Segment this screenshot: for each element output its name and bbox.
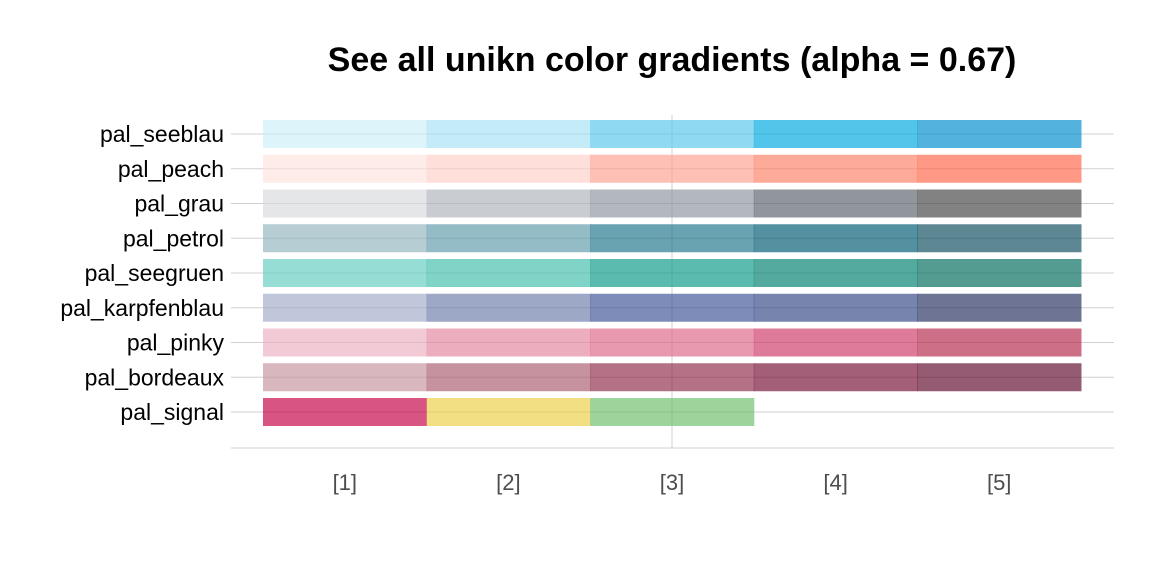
color-swatch-pal_karpfenblau-5 xyxy=(917,293,1082,322)
color-swatch-pal_petrol-1 xyxy=(263,224,428,253)
color-swatch-pal_petrol-3 xyxy=(590,224,755,253)
color-swatch-pal_seegruen-2 xyxy=(426,259,591,287)
y-label-pal_peach: pal_peach xyxy=(118,156,224,182)
color-swatch-pal_pinky-1 xyxy=(263,328,428,357)
color-swatch-pal_grau-1 xyxy=(263,189,428,218)
color-swatch-pal_karpfenblau-1 xyxy=(263,293,428,322)
color-swatch-pal_seegruen-1 xyxy=(263,259,428,287)
color-swatch-pal_pinky-2 xyxy=(426,328,591,357)
x-tick-label-2: [2] xyxy=(496,470,520,495)
color-swatch-pal_seeblau-5 xyxy=(917,120,1082,148)
color-swatch-pal_pinky-4 xyxy=(753,328,918,357)
color-swatch-pal_karpfenblau-2 xyxy=(426,293,591,322)
color-swatch-pal_peach-5 xyxy=(917,154,1082,183)
y-label-pal_petrol: pal_petrol xyxy=(123,225,224,251)
color-swatch-pal_seegruen-3 xyxy=(590,259,755,287)
color-swatch-pal_petrol-5 xyxy=(917,224,1082,253)
color-swatch-pal_seegruen-4 xyxy=(753,259,918,287)
color-swatch-pal_grau-4 xyxy=(753,189,918,218)
color-swatch-pal_bordeaux-2 xyxy=(426,363,591,392)
color-swatch-pal_seeblau-2 xyxy=(426,120,591,148)
color-swatch-pal_signal-2 xyxy=(426,398,591,426)
color-swatch-pal_signal-1 xyxy=(263,398,428,426)
color-swatch-pal_bordeaux-3 xyxy=(590,363,755,392)
color-swatch-pal_seeblau-1 xyxy=(263,120,428,148)
color-swatch-pal_peach-4 xyxy=(753,154,918,183)
y-label-pal_signal: pal_signal xyxy=(120,399,224,425)
color-swatch-pal_bordeaux-1 xyxy=(263,363,428,392)
color-swatch-pal_pinky-3 xyxy=(590,328,755,357)
y-label-pal_karpfenblau: pal_karpfenblau xyxy=(60,295,224,321)
y-label-pal_bordeaux: pal_bordeaux xyxy=(85,364,225,390)
color-swatch-pal_peach-1 xyxy=(263,154,428,183)
color-swatch-pal_seeblau-4 xyxy=(753,120,918,148)
x-tick-label-4: [4] xyxy=(823,470,847,495)
color-swatch-pal_seegruen-5 xyxy=(917,259,1082,287)
x-axis-labels: [1] [2] [3] [4] [5] xyxy=(333,470,1012,495)
color-swatch-pal_grau-3 xyxy=(590,189,755,218)
color-swatch-pal_peach-2 xyxy=(426,154,591,183)
color-swatch-pal_grau-2 xyxy=(426,189,591,218)
color-swatch-pal_karpfenblau-4 xyxy=(753,293,918,322)
y-label-pal_seegruen: pal_seegruen xyxy=(85,260,224,286)
color-swatch-pal_petrol-2 xyxy=(426,224,591,253)
color-swatch-pal_petrol-4 xyxy=(753,224,918,253)
color-swatch-pal_signal-3 xyxy=(590,398,755,426)
color-swatch-pal_peach-3 xyxy=(590,154,755,183)
y-label-pal_grau: pal_grau xyxy=(134,191,224,217)
color-bars xyxy=(263,120,1082,426)
color-swatch-pal_bordeaux-5 xyxy=(917,363,1082,392)
chart-title: See all unikn color gradients (alpha = 0… xyxy=(328,41,1017,79)
color-swatch-pal_bordeaux-4 xyxy=(753,363,918,392)
color-swatch-pal_grau-5 xyxy=(917,189,1082,218)
y-label-pal_seeblau: pal_seeblau xyxy=(100,121,224,147)
color-swatch-pal_seeblau-3 xyxy=(590,120,755,148)
y-axis-labels: pal_seeblau pal_peach pal_grau pal_petrolpa… xyxy=(60,121,224,425)
x-tick-label-3: [3] xyxy=(660,470,684,495)
x-tick-label-5: [5] xyxy=(987,470,1011,495)
y-label-pal_pinky: pal_pinky xyxy=(127,330,225,356)
x-tick-label-1: [1] xyxy=(333,470,357,495)
color-swatch-pal_pinky-5 xyxy=(917,328,1082,357)
color-swatch-pal_karpfenblau-3 xyxy=(590,293,755,322)
